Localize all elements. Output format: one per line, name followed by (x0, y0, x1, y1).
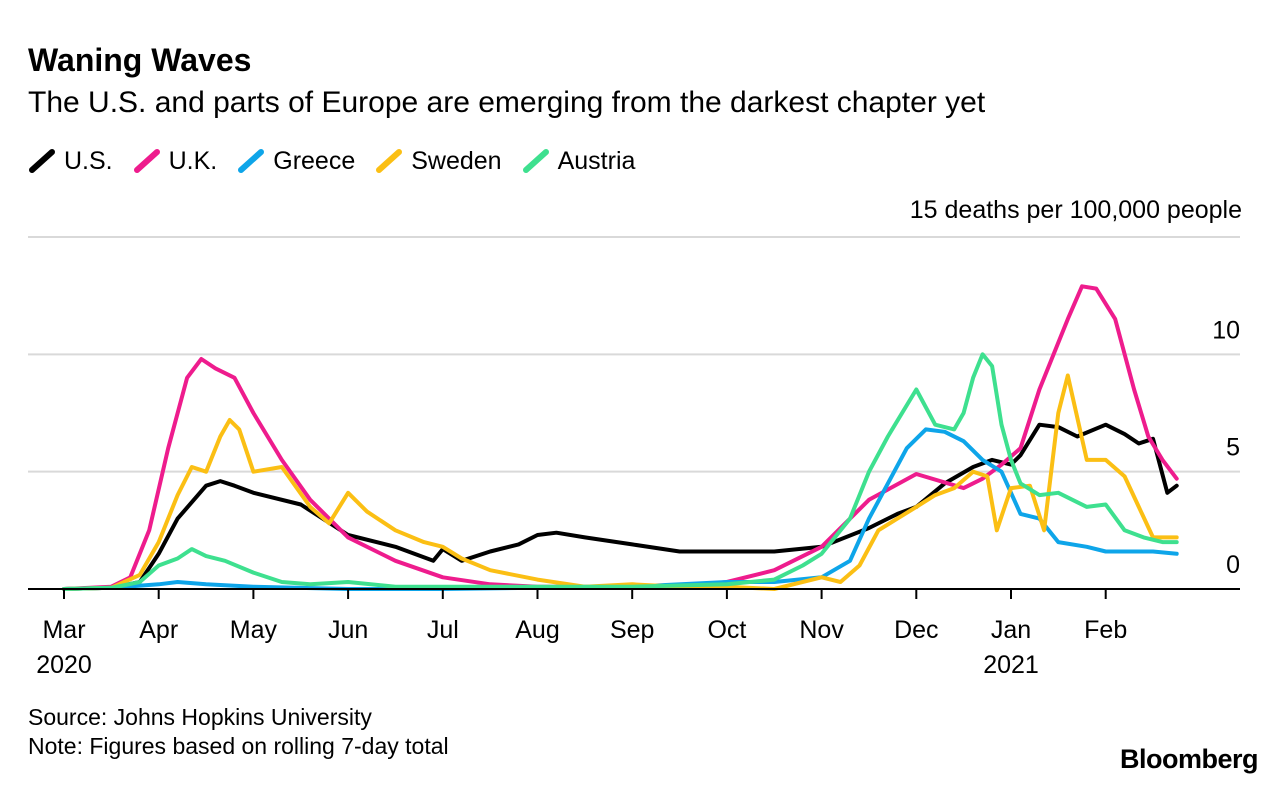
legend-label-uk: U.K. (168, 146, 218, 175)
series-line-greece (62, 427, 1179, 591)
x-tick-label-jan: Jan (991, 616, 1031, 644)
legend-item-austria: Austria (522, 146, 636, 176)
x-tick-year-2020: 2020 (36, 651, 92, 679)
bloomberg-logo: Bloomberg (1119, 744, 1259, 774)
y-tick-label-5: 5 (1226, 434, 1240, 462)
legend-label-us: U.S. (64, 146, 113, 175)
chart-title: Waning Waves (28, 42, 252, 78)
legend-label-austria: Austria (557, 146, 636, 175)
legend-label-greece: Greece (273, 146, 356, 175)
legend-item-sweden: Sweden (375, 146, 502, 176)
x-tick-label-aug: Aug (515, 616, 559, 644)
y-tick-label-10: 10 (1212, 316, 1240, 344)
x-tick-label-jun: Jun (328, 616, 368, 644)
x-tick-label-mar: Mar (42, 616, 85, 644)
y-tick-label-0: 0 (1226, 551, 1240, 579)
series-line-sweden (62, 373, 1179, 591)
legend-swatch-sweden (376, 149, 403, 173)
legend-swatch-us (29, 149, 55, 173)
chart-subtitle: The U.S. and parts of Europe are emergin… (28, 86, 986, 119)
legend-swatch-greece (238, 149, 265, 173)
legend-label-sweden: Sweden (411, 146, 502, 175)
x-tick-label-may: May (230, 616, 278, 644)
legend-item-greece: Greece (237, 146, 355, 176)
x-tick-label-sep: Sep (610, 616, 654, 644)
footnote: Note: Figures based on rolling 7-day tot… (28, 733, 449, 759)
x-tick-year-2021: 2021 (983, 651, 1039, 679)
legend: U.S. U.K. Greece Sweden Austria (28, 146, 655, 176)
series-line-us (62, 422, 1179, 591)
legend-swatch-austria (522, 149, 549, 173)
x-tick-label-jul: Jul (427, 616, 459, 644)
legend-swatch-uk (133, 149, 160, 173)
y-axis-unit-label: 15 deaths per 100,000 people (909, 196, 1242, 224)
x-tick-label-dec: Dec (894, 616, 938, 644)
x-tick-label-apr: Apr (139, 616, 178, 644)
legend-item-us: U.S. (28, 146, 113, 176)
legend-item-uk: U.K. (133, 146, 218, 176)
series-line-austria (62, 352, 1179, 591)
x-tick-label-nov: Nov (799, 616, 844, 644)
x-tick-label-oct: Oct (707, 616, 746, 644)
source-note: Source: Johns Hopkins University (28, 704, 372, 730)
line-chart: 0 5 10 Mar 2020 Apr May Jun Jul Aug Sep Oct Nov Dec Ja… (28, 236, 1240, 679)
x-tick-label-feb: Feb (1084, 616, 1127, 644)
